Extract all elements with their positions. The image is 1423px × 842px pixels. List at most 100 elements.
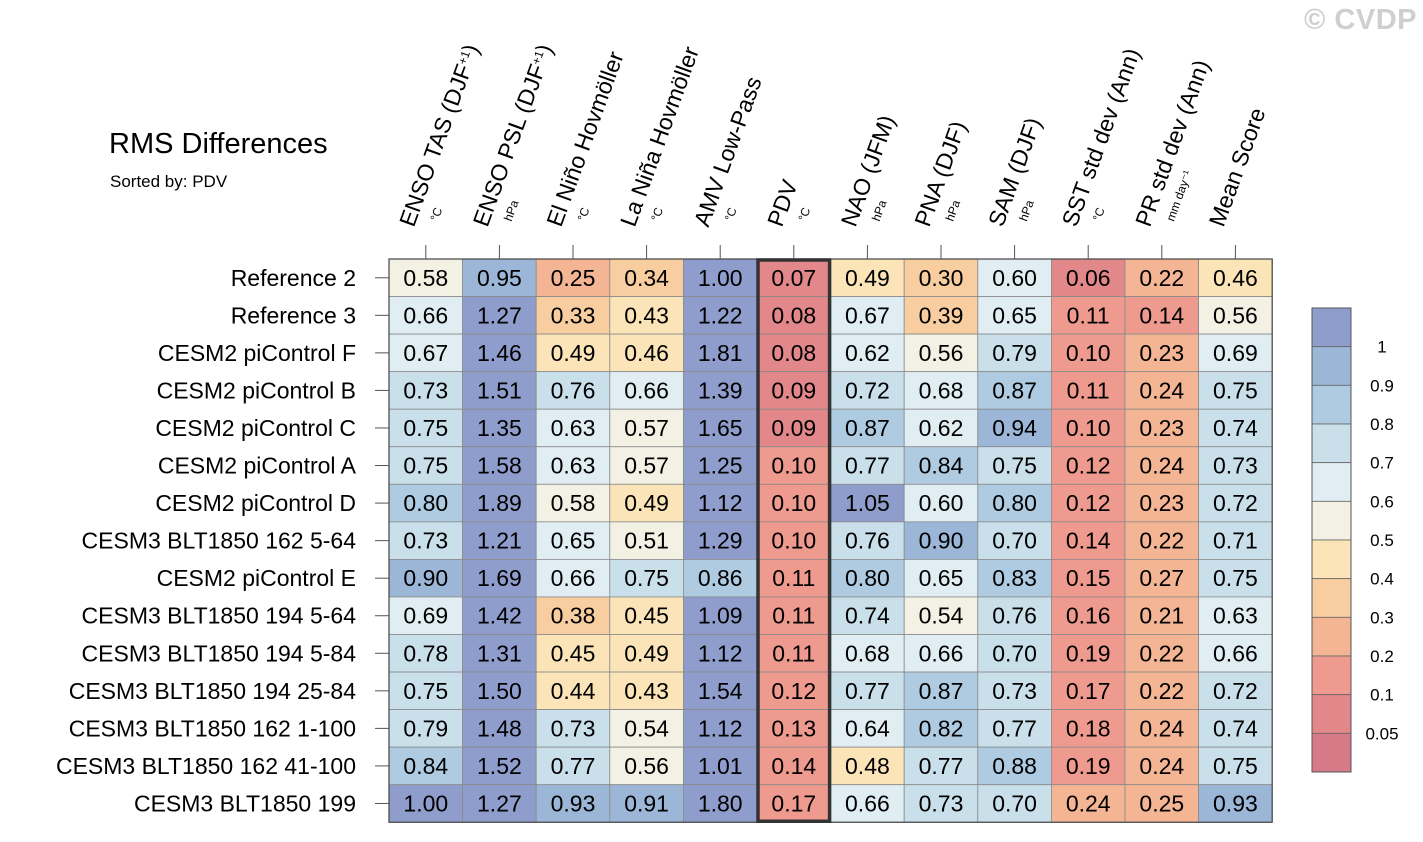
cell-value-label: 0.07 <box>771 265 816 291</box>
cell-value-label: 0.87 <box>992 377 1037 403</box>
heatmap-cell <box>903 709 979 748</box>
cell-value-label: 1.25 <box>698 453 743 479</box>
row-label: CESM2 piControl B <box>157 377 356 403</box>
cell-value-label: 0.49 <box>624 640 669 666</box>
cell-value-label: 0.25 <box>1139 790 1184 816</box>
cell-value-label: 0.95 <box>477 265 522 291</box>
row-label: CESM2 piControl F <box>158 340 356 366</box>
heatmap-cell <box>462 671 537 710</box>
cell-value-label: 0.60 <box>992 265 1037 291</box>
heatmap-cell <box>609 296 684 335</box>
row-label: Reference 3 <box>231 302 356 328</box>
heatmap-cell <box>977 784 1052 823</box>
colorbar-swatch <box>1311 423 1352 464</box>
heatmap-cell <box>462 296 537 335</box>
cell-value-label: 0.45 <box>551 640 596 666</box>
cell-value-label: 0.65 <box>551 528 596 554</box>
cell-value-label: 0.75 <box>1213 753 1258 779</box>
heatmap-cell <box>977 296 1052 335</box>
cell-value-label: 0.63 <box>551 453 596 479</box>
heatmap-cell <box>756 784 831 823</box>
heatmap-cell <box>756 671 831 710</box>
cell-value-label: 0.57 <box>624 453 669 479</box>
heatmap-cell <box>609 559 684 598</box>
heatmap-cell <box>388 559 463 598</box>
cell-value-label: 0.84 <box>919 453 964 479</box>
cell-value-label: 0.09 <box>771 377 816 403</box>
cell-value-label: 0.44 <box>551 678 596 704</box>
column-header-label: El Niño Hovmöller <box>541 48 628 230</box>
cell-value-label: 0.24 <box>1139 453 1184 479</box>
cell-value-label: 0.33 <box>551 302 596 328</box>
column-unit-label: °C <box>575 205 593 223</box>
cell-value-label: 0.80 <box>403 490 448 516</box>
cell-value-label: 0.75 <box>992 453 1037 479</box>
cell-value-label: 0.21 <box>1139 603 1184 629</box>
cell-value-label: 0.62 <box>845 340 890 366</box>
cell-value-label: 0.66 <box>551 565 596 591</box>
cell-value-label: 1.54 <box>698 678 743 704</box>
cell-value-label: 0.72 <box>845 377 890 403</box>
heatmap-cell <box>462 408 537 448</box>
cell-value-label: 0.46 <box>624 340 669 366</box>
heatmap-cell <box>1124 333 1199 373</box>
cell-value-label: 0.34 <box>624 265 669 291</box>
cell-value-label: 0.56 <box>919 340 964 366</box>
cell-value-label: 1.50 <box>477 678 522 704</box>
column-unit-label: °C <box>1090 205 1108 223</box>
heatmap-cell <box>609 333 684 373</box>
cell-value-label: 1.81 <box>698 340 743 366</box>
column-header-label: PDV <box>762 176 803 230</box>
cell-value-label: 0.10 <box>1066 340 1111 366</box>
heatmap-cell <box>1051 709 1126 748</box>
heatmap-cell <box>1198 671 1273 710</box>
heatmap-cell <box>1051 671 1126 710</box>
cell-value-label: 1.12 <box>698 490 743 516</box>
cell-value-label: 0.76 <box>992 603 1037 629</box>
colorbar-tick-label: 0.7 <box>1370 454 1394 473</box>
cell-value-label: 0.75 <box>403 453 448 479</box>
heatmap-cell <box>683 446 758 485</box>
cell-value-label: 0.64 <box>845 715 890 741</box>
cell-value-label: 0.43 <box>624 302 669 328</box>
heatmap-cell <box>462 446 537 485</box>
row-label: CESM2 piControl C <box>155 415 356 441</box>
colorbar-tick-label: 0.5 <box>1370 531 1394 550</box>
cell-value-label: 0.08 <box>771 302 816 328</box>
heatmap-cell <box>756 483 831 523</box>
colorbar-swatch <box>1311 655 1352 696</box>
heatmap-cell <box>535 784 611 823</box>
heatmap-cell <box>1198 333 1273 373</box>
heatmap-cell <box>535 634 611 673</box>
cell-value-label: 0.58 <box>403 265 448 291</box>
highlight-column-frame <box>756 258 832 823</box>
colorbar-swatch <box>1311 578 1352 618</box>
cell-value-label: 0.49 <box>551 340 596 366</box>
cell-value-label: 0.91 <box>624 790 669 816</box>
chart-title: RMS Differences <box>109 128 328 160</box>
colorbar-swatch <box>1311 462 1352 502</box>
cell-value-label: 0.66 <box>919 640 964 666</box>
cell-value-label: 0.45 <box>624 603 669 629</box>
cell-value-label: 0.77 <box>845 678 890 704</box>
heatmap-cell <box>1051 446 1126 485</box>
cell-value-label: 0.38 <box>551 603 596 629</box>
cell-value-label: 0.67 <box>403 340 448 366</box>
cell-value-label: 0.17 <box>1066 678 1111 704</box>
heatmap-cell <box>1124 446 1199 485</box>
heatmap-cell <box>609 709 684 748</box>
heatmap-cell <box>903 521 979 560</box>
cell-value-label: 0.24 <box>1139 715 1184 741</box>
cell-value-label: 0.73 <box>551 715 596 741</box>
heatmap-cell <box>683 296 758 335</box>
cell-value-label: 0.77 <box>845 453 890 479</box>
cell-value-label: 0.11 <box>772 640 815 666</box>
cell-value-label: 1.22 <box>698 302 743 328</box>
heatmap-cell <box>462 483 537 523</box>
heatmap-cell <box>756 408 831 448</box>
heatmap-cell <box>1051 333 1126 373</box>
cell-value-label: 0.75 <box>1213 565 1258 591</box>
column-unit-label: hPa <box>501 198 522 223</box>
heatmap-cell <box>1051 784 1126 823</box>
